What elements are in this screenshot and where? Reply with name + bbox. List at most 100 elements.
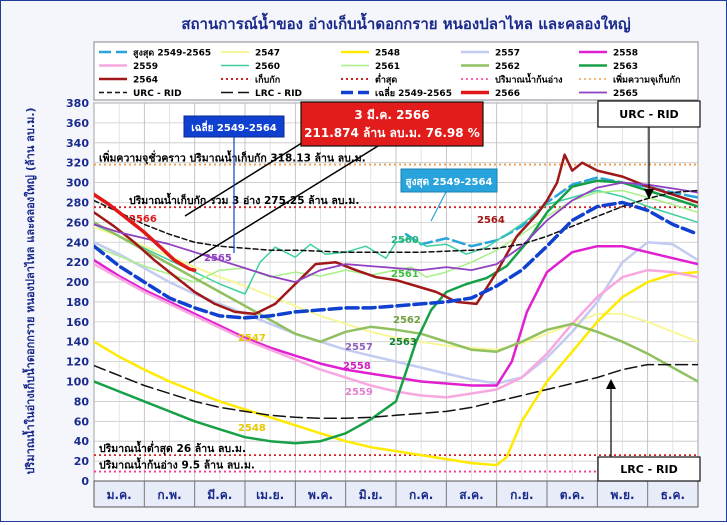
legend-label: 2565 xyxy=(613,89,638,99)
legend-label: 2566 xyxy=(495,89,520,99)
current-volume-label: 211.874 ล้าน ลบ.ม. 76.98 % xyxy=(304,126,480,140)
legend-label: 2558 xyxy=(613,49,638,59)
y-tick-label: 120 xyxy=(66,356,89,369)
y-tick-label: 280 xyxy=(66,196,89,209)
legend-label: 2547 xyxy=(255,49,280,59)
y-tick-label: 0 xyxy=(81,475,89,488)
y-tick-label: 300 xyxy=(66,177,89,190)
x-tick-label: เม.ย. xyxy=(256,488,284,502)
urc-label: URC - RID xyxy=(619,108,678,121)
annotations: 3 มี.ค. 2566 211.874 ล้าน ลบ.ม. 76.98 % UR… xyxy=(129,100,701,482)
series-line xyxy=(94,153,698,316)
series-line xyxy=(94,189,698,295)
y-tick-label: 340 xyxy=(66,137,89,150)
legend-label: ปริมาณน้ำก้นอ่าง xyxy=(495,73,563,86)
x-tick-label: พ.ย. xyxy=(610,488,634,502)
series-label: 2561 xyxy=(391,269,419,280)
y-tick-label: 240 xyxy=(66,236,89,249)
legend-label: 2564 xyxy=(133,76,158,86)
current-date-label: 3 มี.ค. 2566 xyxy=(354,108,429,122)
y-axis-ticks: 0 20 40 60 80 100 120 140 160 180 200 220 240 260 280 3… xyxy=(66,97,89,488)
series-label: 2563 xyxy=(389,337,417,348)
y-tick-label: 360 xyxy=(66,117,89,130)
legend-label: 2561 xyxy=(375,62,400,72)
legend-label: เพิ่มความจุเก็บกัก xyxy=(613,73,680,86)
legend-label: 2560 xyxy=(255,62,280,72)
callout-pointer xyxy=(188,140,387,264)
series-label: 2559 xyxy=(345,387,373,398)
series-label: 2560 xyxy=(391,235,419,246)
x-tick-label: ส.ค. xyxy=(459,488,483,502)
reference-lines: เพิ่มความจุชั่วคราว ปริมาณน้ำเก็บกัก 318… xyxy=(94,150,698,473)
y-tick-label: 140 xyxy=(66,336,89,349)
x-tick-label: มี.ค. xyxy=(207,488,232,502)
avg-label: เฉลี่ย 2549-2564 xyxy=(191,120,277,134)
y-tick-label: 260 xyxy=(66,216,89,229)
max-label: สูงสุด 2549-2564 xyxy=(406,177,493,189)
legend-label: เก็บกัก xyxy=(255,73,280,86)
callout-pointer xyxy=(184,140,306,217)
series-line xyxy=(94,192,197,272)
current-status-box xyxy=(300,101,484,147)
max-label-box xyxy=(400,168,498,193)
reference-line-label: ปริมาณน้ำก้นอ่าง 9.5 ล้าน ลบ.ม. xyxy=(99,457,255,472)
x-tick-label: มิ.ย. xyxy=(359,488,383,502)
series-label: 2558 xyxy=(343,361,371,372)
x-tick-label: พ.ค. xyxy=(308,488,333,502)
x-tick-label: ธ.ค. xyxy=(661,488,685,502)
legend-label: สูงสุด 2549-2565 xyxy=(133,49,211,59)
series-label: 2547 xyxy=(238,333,266,344)
x-tick-label: ก.ค. xyxy=(409,488,433,502)
series-line xyxy=(94,181,698,284)
series-line xyxy=(94,189,698,253)
x-tick-label: ก.พ. xyxy=(157,488,181,502)
series-label: 2565 xyxy=(204,253,232,264)
avg-label-box xyxy=(183,115,285,138)
series-line xyxy=(94,221,698,383)
y-tick-label: 60 xyxy=(74,415,90,428)
reference-line-label: เพิ่มความจุชั่วคราว ปริมาณน้ำเก็บกัก 318… xyxy=(99,150,366,166)
legend-label: 2563 xyxy=(613,62,638,72)
y-tick-label: 220 xyxy=(66,256,89,269)
series-label: 2566 xyxy=(129,214,157,225)
series-label: 2562 xyxy=(393,315,421,326)
series-line xyxy=(94,200,698,320)
legend: สูงสุด 2549-2565 2547 2548 2557 2558 2559 2560… xyxy=(93,41,699,101)
y-tick-label: 200 xyxy=(66,276,89,289)
legend-label: 2562 xyxy=(495,62,520,72)
y-tick-label: 20 xyxy=(74,455,90,468)
lrc-arrowhead xyxy=(606,379,616,389)
x-axis-categories: ม.ค. ก.พ. มี.ค. เม.ย. พ.ค. มิ.ย. ก.ค. ส.ค. ก.ย. ต… xyxy=(93,480,699,508)
y-axis-label: ปริมาณน้ำในอ่างเก็บน้ำดอกกราย หนองปลาไหล… xyxy=(22,107,37,474)
chart-title: สถานการณ์น้ำของ อ่างเก็บน้ำดอกกราย หนองป… xyxy=(181,12,631,33)
series-line xyxy=(94,179,698,445)
series-line xyxy=(94,363,698,420)
series-line xyxy=(94,241,698,385)
x-tick-label: ม.ค. xyxy=(107,488,132,502)
urc-label-box xyxy=(597,100,701,128)
y-tick-label: 100 xyxy=(66,376,89,389)
lrc-label: LRC - RID xyxy=(620,463,677,476)
reference-line-label: ปริมาณน้ำเก็บกัก รวม 3 อ่าง 275.25 ล้าน … xyxy=(129,192,359,207)
y-tick-label: 180 xyxy=(66,296,89,309)
legend-label: 2548 xyxy=(375,49,400,59)
max-pointer xyxy=(430,191,447,222)
legend-label: ต่ำสุด xyxy=(375,73,397,86)
series-layer xyxy=(94,153,698,467)
series-line xyxy=(94,262,698,399)
series-label: 2564 xyxy=(477,215,505,226)
series-line xyxy=(94,244,698,387)
legend-label: เฉลี่ย 2549-2565 xyxy=(375,86,452,99)
x-tick-label: ก.ย. xyxy=(510,488,533,502)
urc-arrowhead xyxy=(644,189,654,199)
y-tick-label: 80 xyxy=(74,395,90,408)
series-label: 2548 xyxy=(238,423,266,434)
lrc-label-box xyxy=(597,456,701,482)
series-label: 2557 xyxy=(345,342,373,353)
reference-line-label: ปริมาณน้ำต่ำสุด 26 ล้าน ลบ.ม. xyxy=(99,440,246,456)
y-tick-label: 320 xyxy=(66,157,89,170)
x-tick-label: ต.ค. xyxy=(560,488,585,502)
y-tick-label: 160 xyxy=(66,316,89,329)
